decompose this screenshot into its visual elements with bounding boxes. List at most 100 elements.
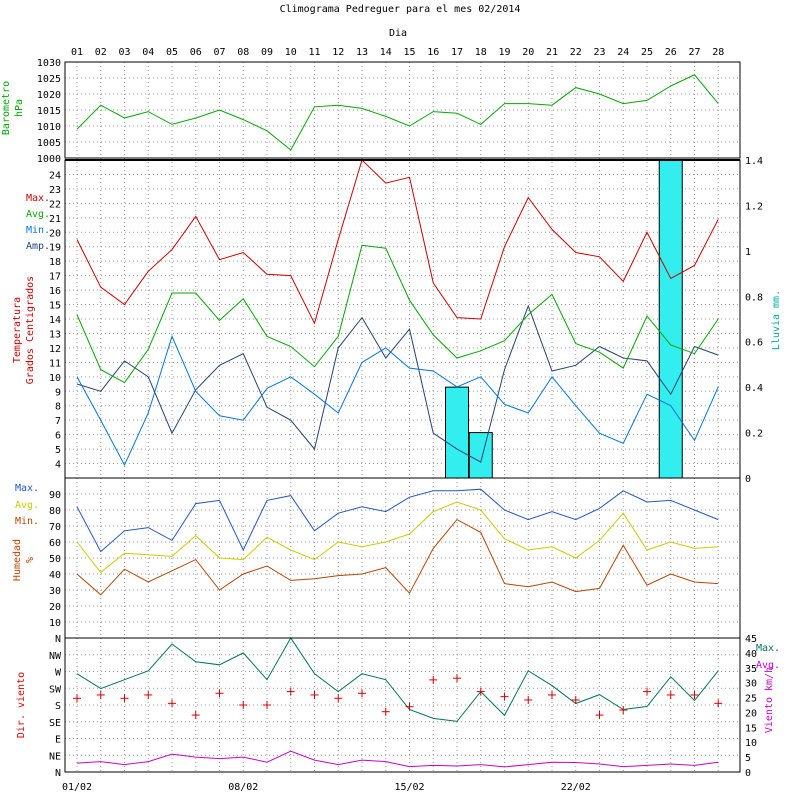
temperature-tick-label: 7 — [55, 416, 61, 427]
wind-direction-point — [144, 690, 153, 699]
temperature-tick-label: 14 — [49, 315, 61, 326]
wind-direction-point — [334, 694, 343, 703]
day-axis-label: Dia — [389, 28, 407, 39]
day-label: 03 — [118, 47, 130, 58]
date-tick-label: 22/02 — [561, 782, 591, 793]
humidity-line-max — [76, 488, 719, 553]
temperature-tick-label: 5 — [55, 445, 61, 456]
rain-bar — [658, 159, 683, 479]
humidity-axis-unit: % — [25, 557, 36, 563]
barometer-axis-unit: hPa — [14, 99, 25, 117]
humidity-legend-min: Min. — [15, 516, 39, 527]
day-label: 20 — [522, 47, 534, 58]
wind-speed-tick-label: 45 — [745, 634, 757, 645]
temperature-tick-label: 11 — [49, 358, 61, 369]
temperature-legend-amp: Amp. — [26, 241, 50, 252]
humidity-line-avg — [76, 501, 719, 574]
wind-direction-axis-label: Dir. viento — [16, 672, 27, 738]
wind-direction-tick-label: S — [55, 701, 61, 712]
barometer-tick-label: 1030 — [37, 58, 61, 69]
day-label: 19 — [498, 47, 510, 58]
wind-direction-point — [191, 711, 200, 720]
temperature-legend-avg: Avg. — [26, 209, 50, 220]
wind-speed-tick-label: 35 — [745, 664, 757, 675]
axes-layer — [64, 61, 741, 773]
temperature-tick-label: 17 — [49, 272, 61, 283]
wind-panel-frame — [64, 637, 741, 773]
wind-direction-tick-label: SW — [49, 684, 62, 695]
wind-speed-tick-label: 20 — [745, 708, 757, 719]
wind-direction-point — [73, 694, 81, 703]
wind-speed-tick-label: 0 — [745, 768, 751, 779]
day-label: 12 — [332, 47, 344, 58]
day-label: 24 — [617, 47, 629, 58]
day-label: 18 — [475, 47, 487, 58]
humidity-legend-avg: Avg. — [15, 500, 39, 511]
barometer-panel-frame — [64, 61, 741, 159]
date-tick-label: 01/02 — [62, 782, 92, 793]
day-label: 09 — [261, 47, 273, 58]
temperature-tick-label: 20 — [49, 228, 61, 239]
temperature-tick-label: 22 — [49, 199, 61, 210]
wind-direction-point — [239, 701, 248, 709]
temperature-legend-max: Max. — [26, 193, 50, 204]
day-label: 06 — [190, 47, 202, 58]
humidity-tick-label: 30 — [49, 586, 61, 597]
rain-tick-label: 0 — [745, 474, 751, 485]
temperature-tick-label: 24 — [49, 170, 61, 181]
humidity-tick-label: 40 — [49, 570, 61, 581]
wind-speed-tick-label: 10 — [745, 738, 757, 749]
wind-speed-tick-label: 40 — [745, 649, 757, 660]
wind-direction-point — [381, 707, 390, 716]
barometer-tick-label: 1020 — [37, 90, 61, 101]
wind-speed-tick-label: 5 — [745, 753, 751, 764]
wind-direction-point — [666, 690, 675, 699]
wind-direction-point — [168, 699, 176, 708]
grid-layer — [65, 61, 740, 772]
wind-direction-point — [643, 687, 651, 696]
temperature-tick-label: 9 — [55, 387, 61, 398]
wind-direction-tick-label: N — [55, 634, 61, 645]
wind-direction-point — [429, 675, 438, 684]
wind-direction-tick-label: NE — [49, 751, 61, 762]
series-lines-layer — [73, 74, 723, 768]
wind-legend-max: Max. — [756, 643, 780, 654]
temperature-tick-label: 21 — [49, 214, 61, 225]
day-label: 21 — [546, 47, 558, 58]
temperature-line-amp — [76, 304, 719, 463]
date-tick-label: 15/02 — [394, 782, 424, 793]
temperature-tick-label: 4 — [55, 460, 61, 471]
temperature-tick-label: 6 — [55, 431, 61, 442]
barometer-tick-label: 1015 — [37, 106, 61, 117]
day-label: 07 — [213, 47, 225, 58]
wind-direction-point — [571, 695, 580, 704]
temperature-line-avg — [76, 244, 719, 384]
wind-direction-tick-label: N — [55, 768, 61, 779]
wind-direction-point — [524, 695, 533, 704]
wind-direction-point — [120, 694, 129, 703]
day-label: 15 — [403, 47, 415, 58]
chart-title: Climograma Pedreguer para el mes 02/2014 — [280, 4, 521, 15]
wind-direction-point — [286, 687, 295, 696]
temperature-tick-label: 18 — [49, 257, 61, 268]
temperature-line-min — [76, 334, 719, 467]
day-label: 26 — [665, 47, 677, 58]
humidity-tick-label: 60 — [49, 538, 61, 549]
humidity-line-min — [76, 518, 719, 596]
rain-tick-label: 0.6 — [745, 338, 763, 349]
temperature-axis-unit: Grados Centigrados — [25, 276, 36, 384]
barometer-axis-label: Barometro — [1, 81, 12, 135]
wind-direction-point — [405, 702, 414, 711]
humidity-axis-label: Humedad — [12, 539, 23, 581]
humidity-tick-label: 50 — [49, 554, 61, 565]
wind-direction-tick-label: SE — [49, 718, 61, 729]
wind-speed-tick-label: 30 — [745, 679, 757, 690]
wind-direction-point — [595, 711, 604, 720]
barometer-tick-label: 1000 — [37, 154, 61, 165]
temperature-tick-label: 10 — [49, 373, 61, 384]
temperature-tick-label: 19 — [49, 243, 61, 254]
day-label: 14 — [380, 47, 392, 58]
humidity-tick-label: 20 — [49, 602, 61, 613]
day-label: 01 — [71, 47, 83, 58]
